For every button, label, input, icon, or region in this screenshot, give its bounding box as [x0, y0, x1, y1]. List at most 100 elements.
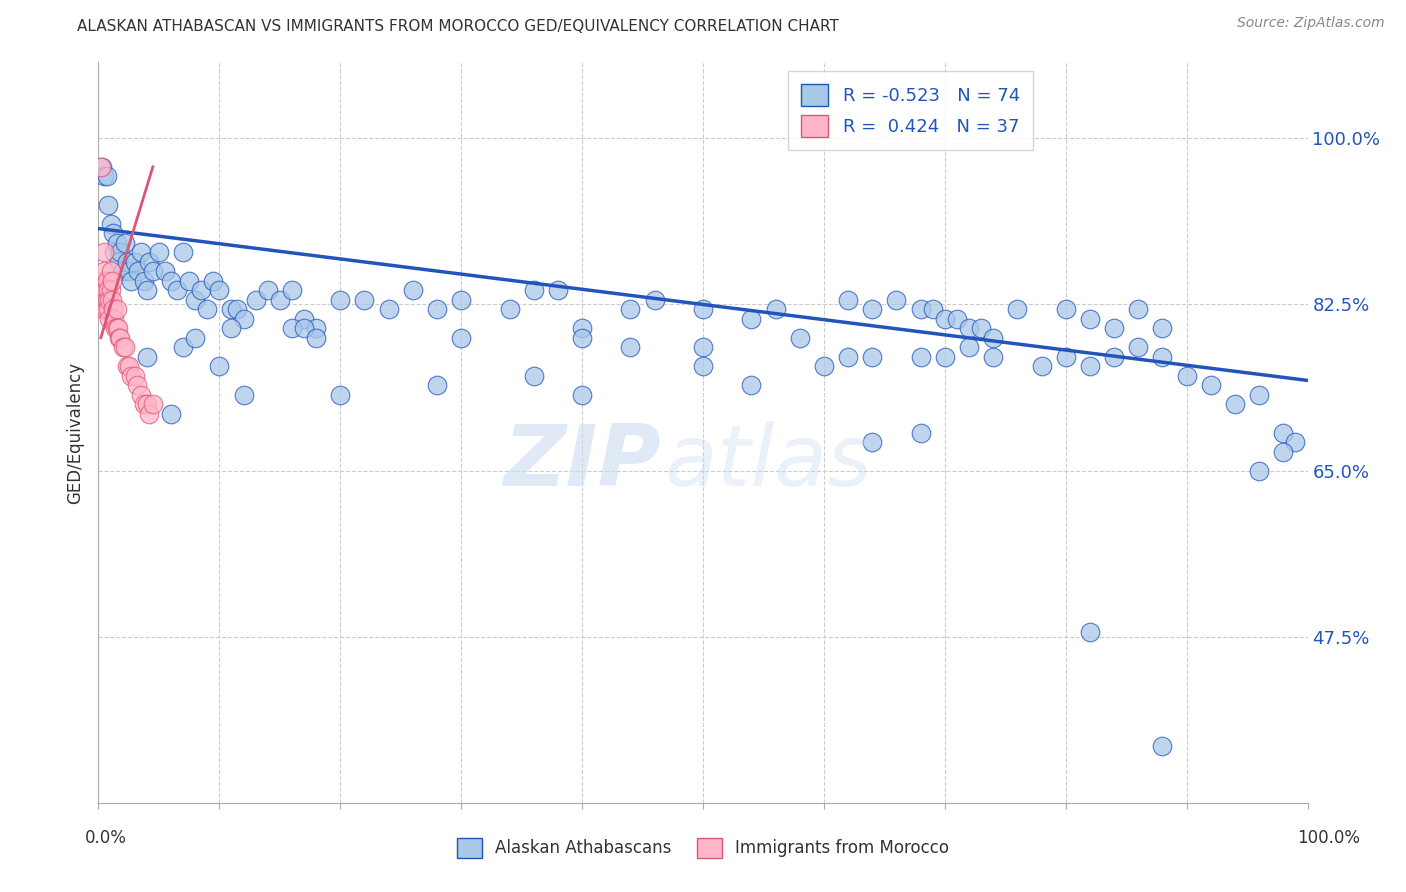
- Point: [124, 254, 146, 268]
- Point: [120, 368, 142, 383]
- Point: [450, 293, 472, 307]
- Point: [1102, 350, 1125, 364]
- Point: [981, 331, 1004, 345]
- Point: [134, 397, 156, 411]
- Point: [1272, 425, 1295, 440]
- Point: [860, 350, 883, 364]
- Point: [1152, 739, 1174, 753]
- Point: [523, 283, 546, 297]
- Point: [1078, 624, 1101, 639]
- Point: [1128, 302, 1150, 317]
- Point: [172, 340, 194, 354]
- Point: [138, 407, 160, 421]
- Point: [353, 293, 375, 307]
- Point: [105, 302, 128, 317]
- Point: [910, 302, 932, 317]
- Point: [426, 302, 449, 317]
- Point: [148, 245, 170, 260]
- Point: [93, 245, 115, 260]
- Text: atlas: atlas: [664, 421, 872, 504]
- Point: [127, 264, 149, 278]
- Point: [1249, 387, 1271, 401]
- Point: [269, 293, 291, 307]
- Point: [934, 350, 956, 364]
- Point: [105, 235, 128, 250]
- Point: [103, 245, 125, 260]
- Point: [571, 321, 593, 335]
- Y-axis label: GED/Equivalency: GED/Equivalency: [66, 361, 84, 504]
- Point: [142, 264, 165, 278]
- Point: [195, 302, 218, 317]
- Point: [644, 293, 666, 307]
- Point: [226, 302, 249, 317]
- Point: [1031, 359, 1053, 374]
- Point: [98, 293, 121, 307]
- Point: [190, 283, 212, 297]
- Point: [1007, 302, 1029, 317]
- Point: [426, 378, 449, 392]
- Point: [329, 387, 352, 401]
- Point: [221, 321, 243, 335]
- Text: Source: ZipAtlas.com: Source: ZipAtlas.com: [1237, 16, 1385, 29]
- Point: [934, 311, 956, 326]
- Point: [619, 302, 641, 317]
- Point: [96, 274, 118, 288]
- Point: [108, 331, 131, 345]
- Point: [91, 283, 114, 297]
- Point: [232, 387, 254, 401]
- Point: [208, 359, 231, 374]
- Point: [120, 274, 142, 288]
- Point: [1284, 435, 1306, 450]
- Point: [138, 254, 160, 268]
- Point: [547, 283, 569, 297]
- Point: [860, 435, 883, 450]
- Point: [134, 274, 156, 288]
- Point: [305, 331, 328, 345]
- Point: [292, 311, 315, 326]
- Point: [1199, 378, 1222, 392]
- Text: 0.0%: 0.0%: [84, 829, 127, 847]
- Point: [179, 274, 201, 288]
- Point: [813, 359, 835, 374]
- Point: [160, 274, 183, 288]
- Point: [97, 198, 120, 212]
- Point: [1078, 311, 1101, 326]
- Point: [142, 397, 165, 411]
- Point: [101, 302, 124, 317]
- Point: [281, 321, 304, 335]
- Point: [97, 302, 120, 317]
- Point: [100, 264, 122, 278]
- Point: [101, 227, 124, 241]
- Point: [135, 283, 157, 297]
- Point: [90, 160, 112, 174]
- Point: [107, 321, 129, 335]
- Point: [1152, 350, 1174, 364]
- Text: ALASKAN ATHABASCAN VS IMMIGRANTS FROM MOROCCO GED/EQUIVALENCY CORRELATION CHART: ALASKAN ATHABASCAN VS IMMIGRANTS FROM MO…: [77, 20, 839, 34]
- Point: [232, 311, 254, 326]
- Point: [292, 321, 315, 335]
- Text: 100.0%: 100.0%: [1298, 829, 1360, 847]
- Point: [837, 293, 859, 307]
- Legend: Alaskan Athabascans, Immigrants from Morocco: Alaskan Athabascans, Immigrants from Mor…: [450, 831, 956, 865]
- Point: [127, 378, 149, 392]
- Point: [571, 331, 593, 345]
- Point: [94, 283, 117, 297]
- Point: [184, 331, 207, 345]
- Point: [96, 293, 118, 307]
- Point: [105, 321, 128, 335]
- Point: [93, 169, 115, 184]
- Point: [619, 340, 641, 354]
- Point: [1102, 321, 1125, 335]
- Point: [1054, 302, 1077, 317]
- Point: [957, 340, 980, 354]
- Point: [184, 293, 207, 307]
- Point: [245, 293, 267, 307]
- Point: [837, 350, 859, 364]
- Point: [100, 274, 122, 288]
- Point: [377, 302, 399, 317]
- Point: [1175, 368, 1198, 383]
- Point: [692, 340, 714, 354]
- Point: [981, 350, 1004, 364]
- Point: [129, 245, 152, 260]
- Point: [114, 340, 136, 354]
